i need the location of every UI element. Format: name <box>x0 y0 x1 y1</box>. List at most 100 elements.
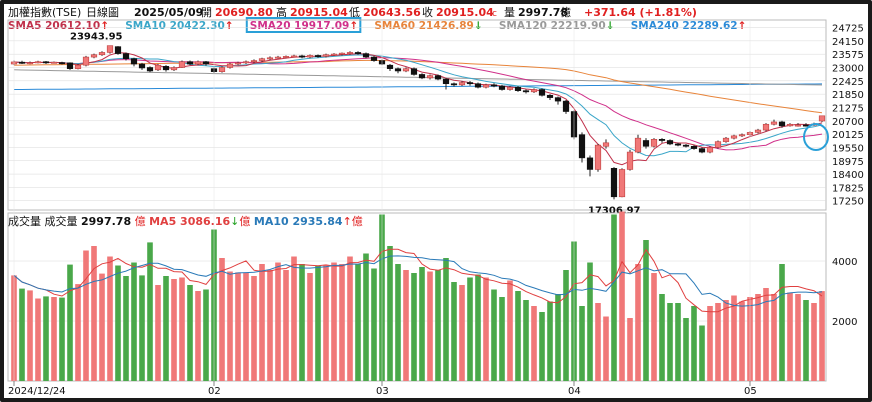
ma-legend-label: SMA5 20612.10↑ <box>8 20 109 32</box>
candle <box>242 60 250 65</box>
candle <box>234 61 242 66</box>
volume-title: 成交量 <box>8 214 45 228</box>
volume-bar-down <box>387 246 393 381</box>
candle-body-down <box>202 61 210 65</box>
volume-bar-up <box>531 306 537 381</box>
candle <box>562 99 570 114</box>
price-panel: 24725 24150 23575 23000 22425 21850 21275 20700… <box>7 19 864 216</box>
volume-bar-down <box>547 301 553 381</box>
candle <box>394 67 402 74</box>
candle-body-up <box>594 144 602 170</box>
candle-body-down <box>362 53 370 58</box>
candle <box>90 53 98 59</box>
volume-bar-down <box>299 264 305 381</box>
candle-body-down <box>442 78 450 85</box>
candle-body-up <box>290 55 298 58</box>
volume-bar-down <box>555 294 561 381</box>
candle-body-down <box>554 97 562 102</box>
candle-body-down <box>546 95 554 98</box>
candle <box>146 66 154 73</box>
candle <box>738 133 746 138</box>
high-value: 20915.04 <box>290 6 348 19</box>
high-annotation: 23943.95 <box>70 32 123 43</box>
candle <box>602 139 610 149</box>
volume-bar-down <box>699 325 705 381</box>
candle <box>298 54 306 59</box>
candle-body-down <box>538 89 546 96</box>
volume-bar-down <box>371 268 377 381</box>
volume-bar-up <box>755 294 761 381</box>
candle <box>410 67 418 76</box>
volume-bar-up <box>723 300 729 381</box>
volume-bar-up <box>731 295 737 381</box>
candle <box>362 52 370 59</box>
candle <box>770 119 778 126</box>
candle <box>658 138 666 143</box>
volume-bar-down <box>435 270 441 381</box>
ma-legend-label: SMA10 20422.30↑ <box>125 20 233 32</box>
candle-body-down <box>146 67 154 72</box>
candle <box>154 64 162 71</box>
highlight-circle <box>803 123 829 151</box>
volume-tick-label: 2000 <box>832 317 857 328</box>
x-tick-label: 04 <box>568 386 581 397</box>
candle <box>778 120 786 128</box>
candle-body-down <box>58 62 66 65</box>
volume-bar-up <box>707 306 713 381</box>
candle-body-up <box>818 115 826 122</box>
candle-body-up <box>330 53 338 56</box>
volume-bar-up <box>267 270 273 381</box>
candle-body-up <box>266 57 274 60</box>
candle <box>250 59 258 63</box>
candle <box>114 46 122 55</box>
period-label: 日線圖 <box>86 5 119 19</box>
candle <box>514 86 522 92</box>
ma-legend-arrow: ↑ <box>225 20 234 32</box>
price-tick-label: 24150 <box>832 37 864 48</box>
price-tick-label: 21275 <box>832 103 864 114</box>
volume-ma10-line <box>13 255 823 307</box>
volume-bar-up <box>619 211 625 381</box>
volume-bar-down <box>667 303 673 381</box>
candle-body-up <box>730 135 738 139</box>
high-label: 高 <box>276 5 287 19</box>
candle-body-down <box>610 167 618 198</box>
volume-ma10-arrow: ↑ <box>343 215 352 228</box>
volume-panel-border <box>7 212 827 382</box>
volume-ma5-arrow: ↓ <box>230 215 239 228</box>
candle-body-down <box>394 68 402 72</box>
candle-body-up <box>194 61 202 65</box>
volume-bar-down <box>523 300 529 381</box>
price-tick-label: 24725 <box>832 24 864 35</box>
candle-body-down <box>682 144 690 147</box>
candle <box>226 62 234 69</box>
candle-body-down <box>114 46 122 54</box>
candle-body-down <box>466 82 474 85</box>
volume-ma5-unit: 億 <box>239 215 254 228</box>
candle-body-up <box>618 169 626 198</box>
candle-body-up <box>98 52 106 56</box>
candle-body-down <box>298 55 306 58</box>
candle <box>402 67 410 73</box>
volume-bar-up <box>259 264 265 381</box>
candle-body-up <box>170 67 178 71</box>
header-bar: 加權指數(TSE) 日線圖 2025/05/09 開 20690.80 高 20… <box>8 5 697 19</box>
volume-bar-down <box>659 294 665 381</box>
candle <box>106 45 114 54</box>
candle <box>754 128 762 134</box>
candle-body-up <box>82 56 90 66</box>
sma120-line <box>13 69 823 86</box>
candle-body-up <box>634 137 642 153</box>
candle <box>554 96 562 105</box>
candle-body-down <box>498 85 506 90</box>
ma-legend-arrow: ↑ <box>349 20 358 32</box>
candle-body-down <box>130 58 138 65</box>
volume-bar-up <box>227 271 233 381</box>
candle <box>506 86 514 91</box>
close-label: 收 <box>422 5 433 19</box>
price-tick-label: 21850 <box>832 90 864 101</box>
volume-bar-down <box>467 277 473 381</box>
candle <box>98 51 106 56</box>
candle <box>762 123 770 132</box>
volume-bar-up <box>251 276 257 381</box>
